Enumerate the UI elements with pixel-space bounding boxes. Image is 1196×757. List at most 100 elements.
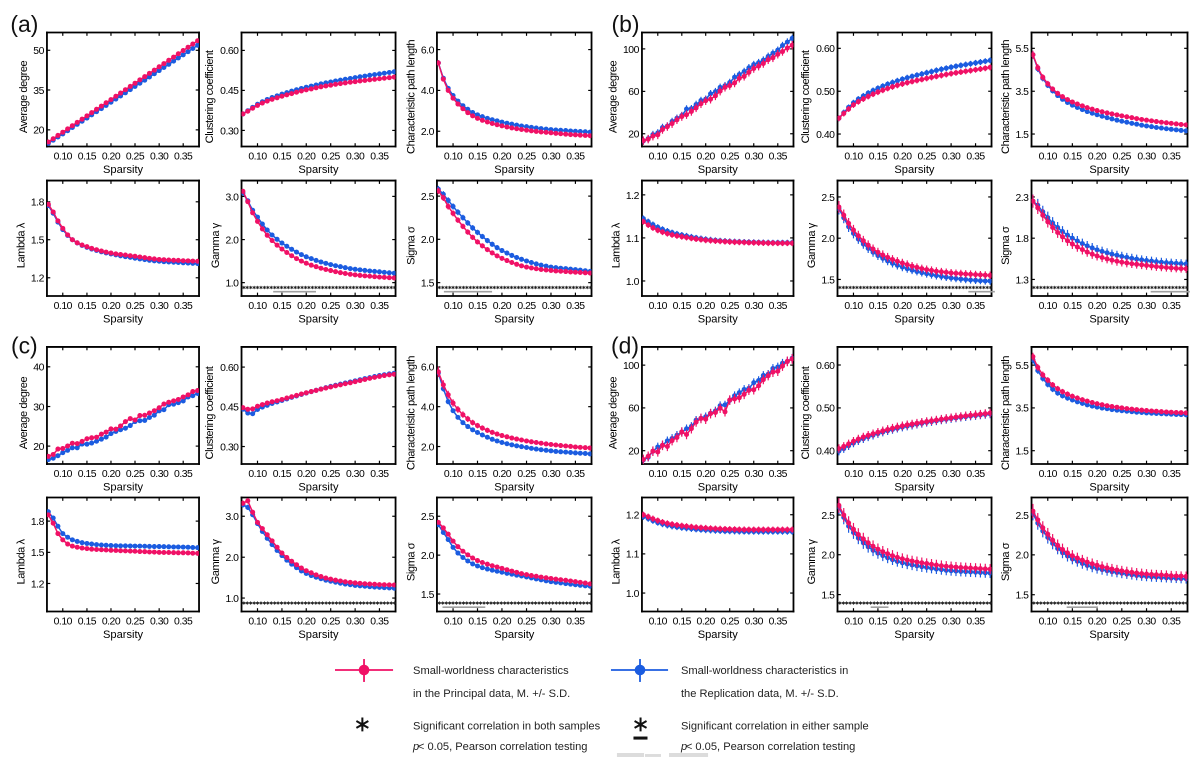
svg-text:0.20: 0.20 (893, 301, 912, 312)
svg-text:5.5: 5.5 (1015, 361, 1029, 372)
svg-text:2.0: 2.0 (821, 551, 835, 562)
svg-text:20: 20 (33, 126, 44, 137)
svg-text:0.20: 0.20 (493, 616, 512, 627)
svg-text:5.5: 5.5 (1015, 44, 1029, 55)
svg-text:0.25: 0.25 (322, 469, 341, 480)
svg-text:0.30: 0.30 (220, 442, 239, 453)
svg-text:0.20: 0.20 (893, 616, 912, 627)
svg-text:Small-worldness characteristic: Small-worldness characteristics in (681, 665, 848, 677)
svg-text:2.5: 2.5 (421, 512, 435, 523)
svg-text:0.30: 0.30 (150, 151, 169, 162)
svg-text:0.30: 0.30 (942, 151, 961, 162)
svg-text:1.5: 1.5 (1015, 590, 1029, 601)
svg-text:1.5: 1.5 (31, 548, 45, 559)
svg-text:0.20: 0.20 (697, 616, 716, 627)
svg-text:0.50: 0.50 (816, 404, 835, 415)
svg-text:2.0: 2.0 (821, 234, 835, 245)
svg-text:0.15: 0.15 (273, 151, 292, 162)
svg-text:Sparsity: Sparsity (494, 481, 535, 493)
svg-text:0.25: 0.25 (517, 301, 536, 312)
svg-text:Sigma σ: Sigma σ (405, 226, 417, 265)
svg-text:100: 100 (623, 45, 640, 56)
svg-text:2.5: 2.5 (421, 192, 435, 203)
svg-text:1.5: 1.5 (821, 275, 835, 286)
svg-text:0.20: 0.20 (697, 469, 716, 480)
svg-text:60: 60 (628, 404, 639, 415)
svg-text:0.10: 0.10 (844, 301, 863, 312)
svg-text:Sigma σ: Sigma σ (405, 542, 417, 581)
svg-text:0.20: 0.20 (493, 151, 512, 162)
svg-text:0.10: 0.10 (248, 469, 267, 480)
svg-text:0.35: 0.35 (566, 151, 585, 162)
svg-text:1.1: 1.1 (626, 550, 640, 561)
svg-text:0.25: 0.25 (721, 301, 740, 312)
svg-text:0.35: 0.35 (769, 151, 788, 162)
svg-text:Characteristic path length: Characteristic path length (405, 356, 417, 470)
svg-text:Gamma γ: Gamma γ (806, 222, 818, 268)
svg-text:Clustering coefficient: Clustering coefficient (204, 366, 216, 459)
svg-text:0.20: 0.20 (893, 469, 912, 480)
svg-text:0.35: 0.35 (1162, 301, 1181, 312)
svg-text:Sparsity: Sparsity (298, 164, 339, 176)
svg-text:2.0: 2.0 (225, 553, 239, 564)
svg-text:0.15: 0.15 (1063, 151, 1082, 162)
svg-text:0.35: 0.35 (966, 469, 985, 480)
svg-text:1.2: 1.2 (626, 191, 640, 202)
svg-text:< 0.05, Pearson correlation te: < 0.05, Pearson correlation testing (686, 741, 856, 753)
svg-text:Gamma γ: Gamma γ (210, 539, 222, 585)
svg-text:Sparsity: Sparsity (698, 629, 739, 641)
svg-text:0.60: 0.60 (220, 363, 239, 374)
svg-text:0.30: 0.30 (542, 469, 561, 480)
svg-text:0.25: 0.25 (918, 301, 937, 312)
svg-text:2.3: 2.3 (1015, 193, 1029, 204)
svg-text:(a): (a) (10, 11, 38, 37)
svg-text:0.30: 0.30 (220, 126, 239, 137)
svg-text:1.2: 1.2 (626, 510, 640, 521)
svg-text:0.30: 0.30 (542, 151, 561, 162)
svg-text:0.30: 0.30 (745, 616, 764, 627)
svg-text:0.35: 0.35 (566, 469, 585, 480)
svg-text:(b): (b) (612, 11, 640, 37)
svg-text:4.0: 4.0 (421, 86, 435, 97)
svg-text:0.15: 0.15 (869, 616, 888, 627)
svg-text:1.2: 1.2 (31, 274, 45, 285)
svg-text:1.8: 1.8 (31, 517, 45, 528)
svg-text:Gamma γ: Gamma γ (806, 539, 818, 585)
svg-text:0.25: 0.25 (322, 616, 341, 627)
svg-text:0.20: 0.20 (493, 469, 512, 480)
svg-text:0.25: 0.25 (918, 469, 937, 480)
svg-text:0.25: 0.25 (126, 616, 145, 627)
svg-text:40: 40 (33, 363, 44, 374)
svg-text:0.30: 0.30 (542, 301, 561, 312)
svg-text:Sparsity: Sparsity (298, 313, 339, 325)
svg-text:2.0: 2.0 (421, 442, 435, 453)
svg-text:0.10: 0.10 (54, 301, 73, 312)
svg-text:Sparsity: Sparsity (698, 164, 739, 176)
svg-text:0.10: 0.10 (1039, 616, 1058, 627)
svg-text:2.0: 2.0 (225, 235, 239, 246)
svg-text:0.10: 0.10 (1039, 469, 1058, 480)
svg-text:Sparsity: Sparsity (894, 481, 935, 493)
svg-text:Sparsity: Sparsity (1089, 313, 1130, 325)
svg-text:0.20: 0.20 (493, 301, 512, 312)
svg-text:Sparsity: Sparsity (1089, 629, 1130, 641)
svg-text:6.0: 6.0 (421, 363, 435, 374)
svg-text:0.25: 0.25 (1113, 616, 1132, 627)
svg-text:Sparsity: Sparsity (494, 313, 535, 325)
svg-text:0.20: 0.20 (102, 151, 121, 162)
svg-text:2.5: 2.5 (821, 511, 835, 522)
svg-text:0.20: 0.20 (1088, 616, 1107, 627)
svg-text:Lambda λ: Lambda λ (610, 222, 622, 268)
svg-text:0.10: 0.10 (248, 301, 267, 312)
svg-text:1.5: 1.5 (1015, 130, 1029, 141)
svg-text:0.35: 0.35 (370, 151, 389, 162)
svg-text:0.20: 0.20 (297, 151, 316, 162)
svg-text:Lambda λ: Lambda λ (15, 538, 27, 584)
svg-text:0.30: 0.30 (150, 616, 169, 627)
svg-text:0.15: 0.15 (78, 301, 97, 312)
svg-text:0.30: 0.30 (942, 469, 961, 480)
svg-text:0.25: 0.25 (322, 301, 341, 312)
svg-text:0.10: 0.10 (444, 301, 463, 312)
svg-text:0.10: 0.10 (844, 616, 863, 627)
svg-text:0.10: 0.10 (1039, 151, 1058, 162)
